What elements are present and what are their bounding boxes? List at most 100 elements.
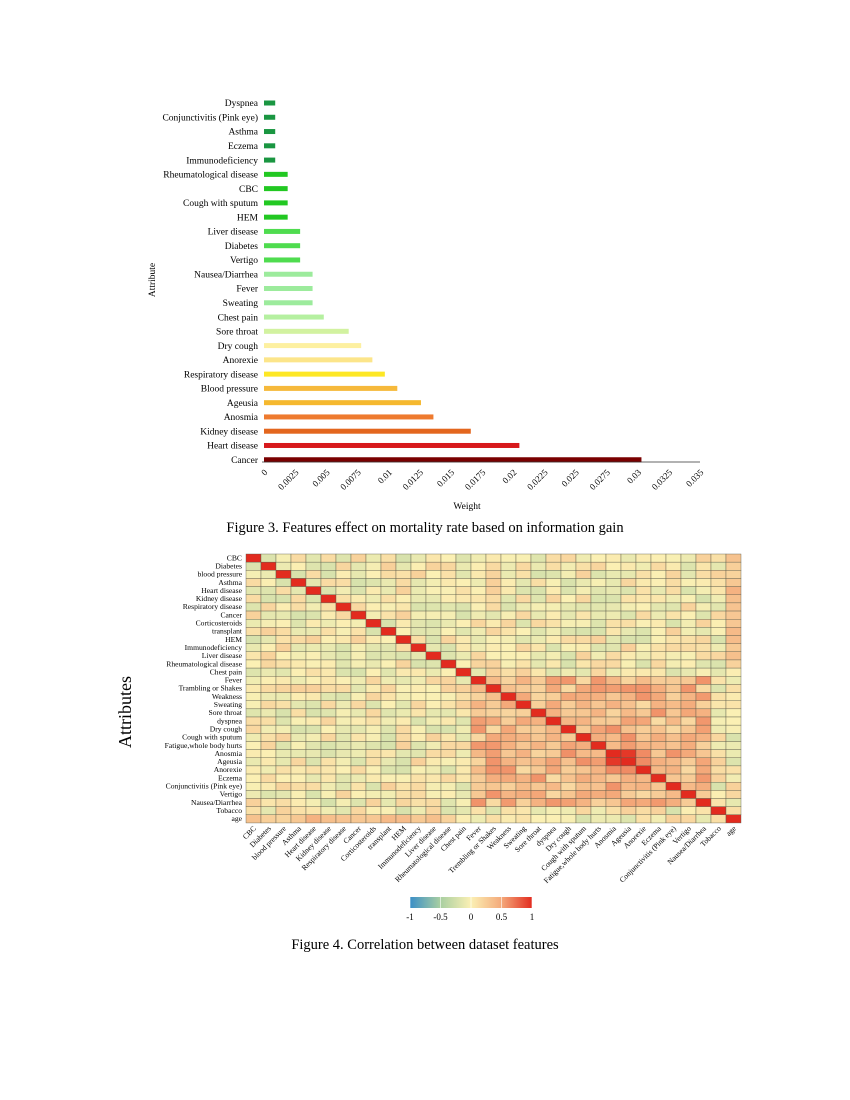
heatmap-cell bbox=[725, 741, 742, 750]
heatmap-cell bbox=[365, 610, 382, 620]
heatmap-cell bbox=[455, 716, 472, 726]
heatmap-cell bbox=[485, 806, 502, 816]
heatmap-cell bbox=[335, 610, 352, 620]
x-tick-label: 0.01 bbox=[376, 467, 394, 485]
bar bbox=[264, 314, 324, 320]
heatmap-cell bbox=[620, 676, 637, 685]
col-label: age bbox=[724, 824, 738, 838]
heatmap-cell bbox=[575, 602, 592, 612]
heatmap-cell bbox=[470, 594, 487, 604]
heatmap-cell bbox=[335, 627, 352, 636]
heatmap-cell bbox=[560, 643, 577, 653]
heatmap-cell bbox=[635, 553, 652, 563]
heatmap-cell bbox=[410, 602, 427, 612]
heatmap-cell bbox=[635, 773, 652, 783]
heatmap-cell bbox=[260, 651, 277, 661]
heatmap-cell bbox=[470, 733, 487, 742]
heatmap-cell bbox=[350, 741, 367, 750]
heatmap-cell bbox=[560, 602, 577, 612]
heatmap-cell bbox=[440, 602, 457, 612]
heatmap-cell bbox=[380, 798, 397, 807]
heatmap-cell bbox=[695, 708, 712, 718]
heatmap-cell bbox=[665, 619, 682, 628]
heatmap-cell bbox=[440, 806, 457, 816]
heatmap-cell bbox=[350, 716, 367, 726]
heatmap-cell bbox=[305, 586, 322, 595]
heatmap-cell bbox=[380, 708, 397, 718]
heatmap-cell bbox=[560, 798, 577, 807]
heatmap-cell bbox=[725, 684, 742, 693]
heatmap-cell bbox=[560, 741, 577, 750]
heatmap-cell bbox=[635, 716, 652, 726]
heatmap-cell bbox=[695, 635, 712, 644]
heatmap-cell bbox=[425, 594, 442, 604]
heatmap-cell bbox=[665, 676, 682, 685]
heatmap-cell bbox=[485, 635, 502, 644]
heatmap-cell bbox=[485, 586, 502, 595]
heatmap-cell bbox=[320, 602, 337, 612]
heatmap-cell bbox=[305, 659, 322, 669]
heatmap-cell bbox=[425, 578, 442, 587]
y-tick-label: Cancer bbox=[231, 456, 259, 466]
heatmap-cell bbox=[680, 676, 697, 685]
heatmap-cell bbox=[350, 700, 367, 710]
heatmap-cell bbox=[725, 561, 742, 571]
heatmap-cell bbox=[410, 741, 427, 750]
row-label: Eczema bbox=[218, 773, 243, 782]
heatmap-cell bbox=[605, 594, 622, 604]
row-label: Conjunctivitis (Pink eye) bbox=[166, 782, 243, 791]
heatmap-cell bbox=[725, 814, 742, 824]
heatmap-cell bbox=[650, 749, 667, 758]
heatmap-cell bbox=[320, 814, 337, 824]
y-tick-label: Blood pressure bbox=[201, 385, 258, 395]
heatmap-cell bbox=[350, 619, 367, 628]
heatmap-cell bbox=[605, 570, 622, 579]
heatmap-cell bbox=[530, 757, 547, 767]
heatmap-cell bbox=[680, 610, 697, 620]
heatmap-cell bbox=[635, 814, 652, 824]
heatmap-cell bbox=[725, 749, 742, 758]
heatmap-cell bbox=[635, 692, 652, 701]
heatmap-cell bbox=[500, 643, 517, 653]
heatmap-cell bbox=[335, 724, 352, 734]
heatmap-cell bbox=[320, 798, 337, 807]
heatmap-cell bbox=[335, 782, 352, 791]
heatmap-cell bbox=[455, 643, 472, 653]
heatmap-cell bbox=[275, 765, 292, 775]
heatmap-cell bbox=[395, 724, 412, 734]
heatmap-cell bbox=[650, 602, 667, 612]
heatmap-cell bbox=[470, 724, 487, 734]
row-label: Rheumatological disease bbox=[166, 659, 242, 668]
heatmap-cell bbox=[680, 782, 697, 791]
heatmap-cell bbox=[350, 806, 367, 816]
heatmap-cell bbox=[575, 773, 592, 783]
colorbar-tick-label: -0.5 bbox=[433, 912, 448, 922]
heatmap-cell bbox=[365, 619, 382, 628]
y-tick-label: Conjunctivitis (Pink eye) bbox=[162, 112, 258, 123]
heatmap-cell bbox=[725, 659, 742, 669]
heatmap-cell bbox=[410, 570, 427, 579]
heatmap-cell bbox=[485, 814, 502, 824]
heatmap-cell bbox=[680, 741, 697, 750]
heatmap-cell bbox=[635, 561, 652, 571]
heatmap-cell bbox=[260, 578, 277, 587]
heatmap-cell bbox=[515, 602, 532, 612]
heatmap-cell bbox=[440, 553, 457, 563]
heatmap-cell bbox=[320, 806, 337, 816]
heatmap-cell bbox=[710, 782, 727, 791]
heatmap-cell bbox=[290, 659, 307, 669]
heatmap-cell bbox=[590, 610, 607, 620]
heatmap-cell bbox=[635, 708, 652, 718]
heatmap-cell bbox=[275, 619, 292, 628]
heatmap-cell bbox=[560, 561, 577, 571]
heatmap-cell bbox=[545, 602, 562, 612]
heatmap-cell bbox=[320, 790, 337, 799]
heatmap-cell bbox=[245, 733, 262, 742]
heatmap-cell bbox=[665, 757, 682, 767]
heatmap-cell bbox=[245, 659, 262, 669]
heatmap-cell bbox=[440, 676, 457, 685]
heatmap-cell bbox=[620, 659, 637, 669]
heatmap-cell bbox=[530, 700, 547, 710]
heatmap-cell bbox=[530, 635, 547, 644]
heatmap-cell bbox=[710, 651, 727, 661]
